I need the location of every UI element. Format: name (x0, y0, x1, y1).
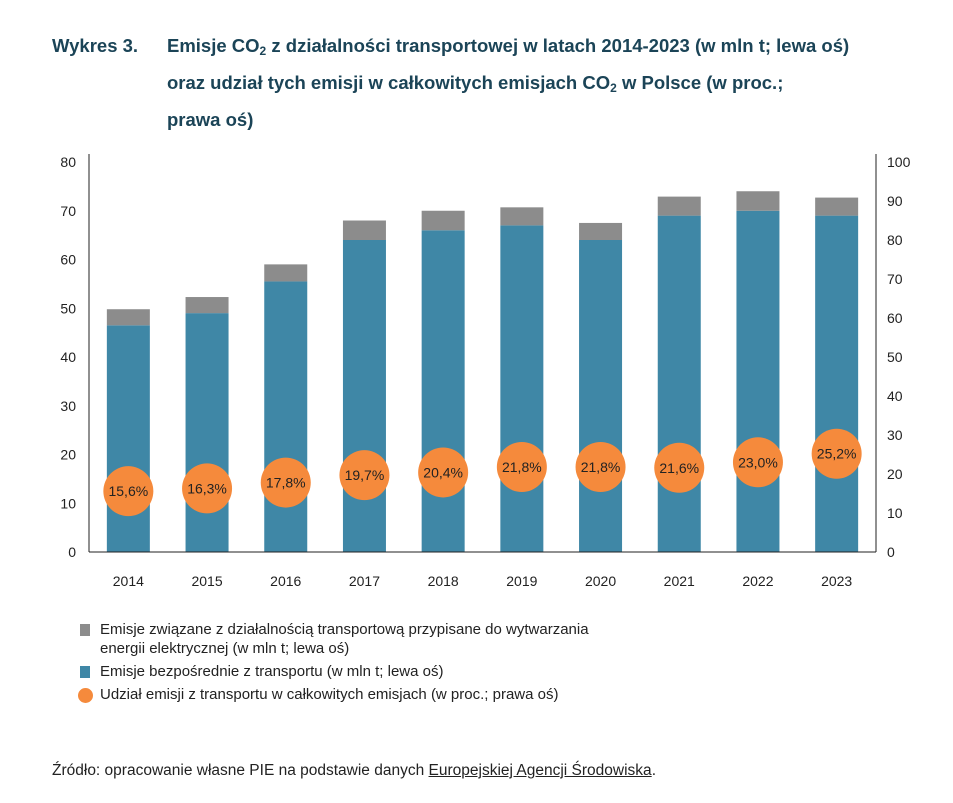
left-tick-30: 30 (60, 398, 76, 414)
bar-electric-2016 (264, 264, 308, 282)
axes-layer: 2014 2015 2016 2017 2018 2019 2020 2021 2022 2023… (60, 154, 911, 589)
share-label-2017: 19,7% (345, 467, 385, 483)
share-dot-2018 (418, 447, 469, 498)
share-label-2016: 17,8% (266, 475, 306, 491)
right-tick-90: 90 (887, 193, 903, 209)
chart-area: 2014 2015 2016 2017 2018 2019 2020 2021 2022 2023… (60, 154, 911, 589)
share-label-2015: 16,3% (187, 480, 227, 496)
title-line-3: prawa oś) (167, 109, 254, 130)
share-dot-2022 (732, 437, 783, 488)
bar-electric-2018 (421, 210, 465, 231)
source-suffix: . (651, 762, 656, 779)
left-tick-80: 80 (60, 154, 76, 170)
left-tick-20: 20 (60, 447, 76, 463)
right-tick-80: 80 (887, 232, 903, 248)
legend-item-electric: Emisje związane z działalnością transpor… (78, 620, 589, 658)
right-tick-0: 0 (887, 544, 895, 560)
bar-electric-2020 (579, 222, 623, 240)
legend-label-electric-line1: Emisje związane z działalnością transpor… (100, 621, 589, 638)
share-dot-2017 (339, 450, 390, 501)
left-tick-70: 70 (60, 203, 76, 219)
right-tick-40: 40 (887, 388, 903, 404)
x-tick-2019: 2019 (506, 573, 537, 589)
bar-direct-2023 (815, 215, 859, 552)
source-note: Źródło: opracowanie własne PIE na podsta… (52, 762, 656, 780)
x-tick-2020: 2020 (585, 573, 616, 589)
title-line-1: Emisje CO2 z działalności transportowej … (167, 35, 850, 58)
share-dot-2014 (103, 466, 154, 517)
title-text: Emisje CO2 z działalności transportowej … (167, 30, 927, 136)
bar-direct-2016 (264, 281, 308, 552)
legend-item-direct: Emisje bezpośrednie z transportu (w mln … (78, 662, 589, 681)
legend: Emisje związane z działalnością transpor… (78, 620, 589, 708)
x-tick-2022: 2022 (742, 573, 773, 589)
share-dot-2019 (496, 441, 547, 492)
x-tick-2018: 2018 (428, 573, 459, 589)
share-dot-2021 (654, 442, 705, 493)
x-tick-2021: 2021 (664, 573, 695, 589)
bar-direct-2021 (657, 215, 701, 552)
bar-direct-2020 (579, 240, 623, 552)
right-tick-100: 100 (887, 154, 911, 170)
legend-swatch-electric (80, 624, 90, 636)
share-label-2022: 23,0% (738, 454, 778, 470)
figure-label: Wykres 3. (52, 35, 139, 56)
bar-electric-2015 (185, 297, 229, 314)
bar-electric-2021 (657, 196, 701, 216)
right-tick-50: 50 (887, 349, 903, 365)
right-tick-30: 30 (887, 427, 903, 443)
bar-electric-2022 (736, 191, 780, 211)
legend-label-direct: Emisje bezpośrednie z transportu (w mln … (100, 663, 444, 680)
share-label-2014: 15,6% (108, 483, 148, 499)
bar-direct-2018 (421, 230, 465, 552)
title-line-2: oraz udział tych emisji w całkowitych em… (167, 72, 784, 95)
share-dot-2023 (811, 428, 862, 479)
share-label-2023: 25,2% (817, 446, 857, 462)
share-label-2019: 21,8% (502, 459, 542, 475)
legend-item-share: Udział emisji z transportu w całkowitych… (78, 685, 589, 704)
left-tick-50: 50 (60, 300, 76, 316)
bar-electric-2023 (815, 197, 859, 216)
share-dot-2015 (182, 463, 233, 514)
share-dot-2016 (260, 457, 311, 508)
x-tick-2023: 2023 (821, 573, 852, 589)
source-link[interactable]: Europejskiej Agencji Środowiska (428, 762, 652, 779)
legend-label-share: Udział emisji z transportu w całkowitych… (100, 686, 559, 703)
x-tick-2015: 2015 (191, 573, 222, 589)
share-label-2020: 21,8% (581, 459, 621, 475)
bar-electric-2019 (500, 207, 544, 226)
share-dot-2020 (575, 441, 626, 492)
share-label-2021: 21,6% (659, 460, 699, 476)
right-tick-20: 20 (887, 466, 903, 482)
bar-electric-2017 (342, 220, 386, 240)
share-dots-layer: 15,6% 16,3% 17,8% 19,7% 20,4% 21,8% 21,8% 21,6%… (103, 428, 862, 517)
left-tick-10: 10 (60, 495, 76, 511)
right-tick-10: 10 (887, 505, 903, 521)
left-tick-60: 60 (60, 252, 76, 268)
legend-label-electric-line2: energii elektrycznej (w mln t; lewa oś) (100, 640, 350, 657)
legend-swatch-direct (80, 666, 90, 678)
bar-direct-2015 (185, 313, 229, 552)
bar-direct-2014 (106, 325, 150, 552)
right-tick-70: 70 (887, 271, 903, 287)
source-prefix: Źródło: opracowanie własne PIE na podsta… (52, 762, 429, 779)
bar-direct-2022 (736, 210, 780, 552)
left-tick-0: 0 (68, 544, 76, 560)
left-tick-40: 40 (60, 349, 76, 365)
right-tick-60: 60 (887, 310, 903, 326)
x-tick-2016: 2016 (270, 573, 301, 589)
x-tick-2014: 2014 (113, 573, 144, 589)
bar-direct-2019 (500, 225, 544, 552)
share-label-2018: 20,4% (423, 464, 463, 480)
bar-direct-2017 (342, 240, 386, 552)
legend-swatch-share (78, 688, 93, 703)
x-tick-2017: 2017 (349, 573, 380, 589)
bar-electric-2014 (106, 309, 150, 326)
